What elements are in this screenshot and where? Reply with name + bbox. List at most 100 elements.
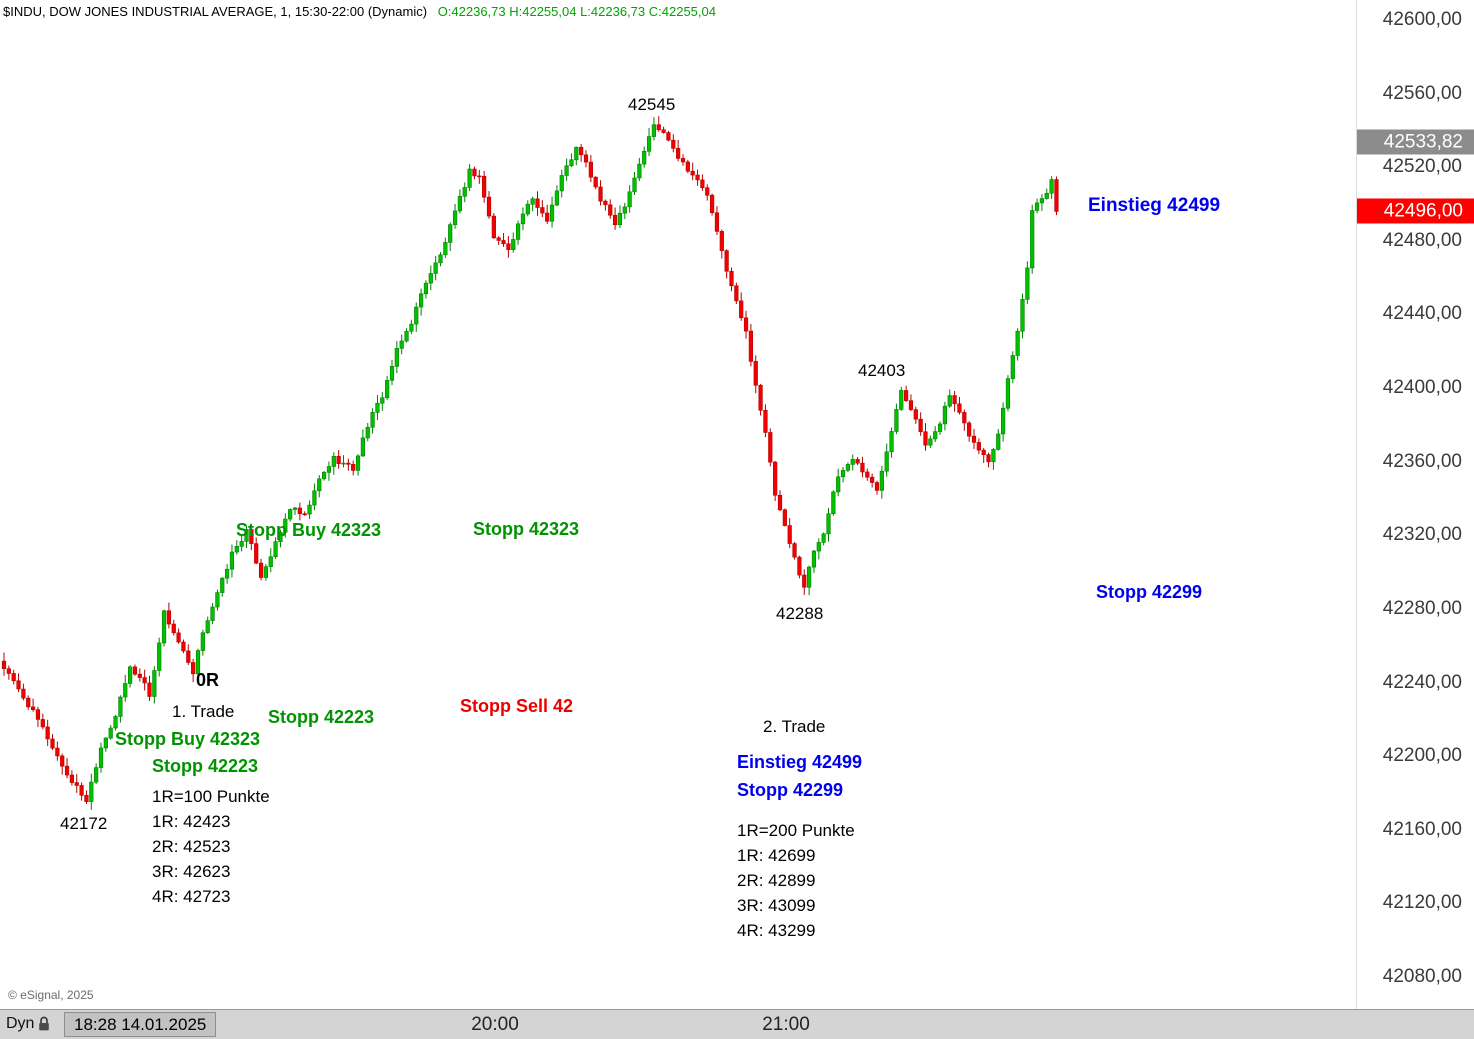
candle-body	[45, 726, 50, 740]
trade1-3r[interactable]: 3R: 42623	[152, 862, 231, 881]
price-tick-label: 42280,00	[1382, 597, 1462, 619]
candle-body	[806, 566, 812, 588]
candle-body	[292, 507, 298, 510]
candle-body	[157, 642, 162, 671]
trade2-3r[interactable]: 3R: 43099	[737, 896, 816, 915]
zero-r-label[interactable]: 0R	[196, 670, 220, 690]
stopp-sell-label[interactable]: Stopp Sell 42	[460, 696, 574, 716]
candle-body	[690, 170, 695, 176]
candle-body	[777, 494, 783, 511]
chart-plot-area[interactable]: $INDU, DOW JONES INDUSTRIAL AVERAGE, 1, …	[0, 0, 1356, 1009]
trade1-stopp-42223-a[interactable]: Stopp 42223	[268, 707, 375, 727]
swing-high-label[interactable]: 42545	[628, 95, 676, 114]
candlestick-chart[interactable]	[0, 0, 1356, 1009]
price-axis[interactable]: 42600,00 42560,00 42520,00 42480,00 42440,00…	[1356, 0, 1474, 1009]
candle-body	[472, 168, 477, 177]
stopp-label-upper[interactable]: Stopp 42323	[473, 519, 580, 539]
candle-body	[549, 204, 555, 222]
price-tick-label: 42600,00	[1382, 9, 1462, 30]
candle-body	[962, 412, 967, 424]
stopp-buy-label-upper[interactable]: Stopp Buy 42323	[236, 520, 382, 540]
dyn-mode-button[interactable]: Dyn	[6, 1015, 35, 1032]
trade1-1r[interactable]: 1R: 42423	[152, 812, 231, 831]
candle-body	[831, 491, 836, 515]
candle-body	[55, 747, 60, 757]
candle-body	[84, 794, 89, 802]
candle-body	[477, 175, 482, 178]
trade2-2r[interactable]: 2R: 42899	[737, 871, 816, 890]
candle-body	[341, 462, 346, 465]
stopp-label-right[interactable]: Stopp 42299	[1096, 582, 1203, 602]
candle-body	[448, 224, 453, 243]
candle-body	[98, 747, 104, 768]
candle-body	[850, 459, 855, 465]
trade2-r-punkte[interactable]: 1R=200 Punkte	[737, 821, 855, 840]
candle-body	[593, 176, 598, 188]
candle-body	[409, 323, 414, 332]
candle-body	[957, 403, 962, 413]
candle-body	[603, 200, 608, 206]
candle-body	[1044, 192, 1049, 199]
trade1-2r[interactable]: 2R: 42523	[152, 837, 231, 856]
candle-body	[661, 129, 666, 133]
candle-body	[913, 409, 918, 420]
candle-body	[64, 765, 70, 776]
candle-body	[438, 254, 443, 264]
price-tick-label: 42400,00	[1382, 377, 1462, 399]
trade2-1r[interactable]: 1R: 42699	[737, 846, 816, 865]
candle-body	[554, 190, 559, 206]
time-axis[interactable]: Dyn 18:28 14.01.2025 20:00 21:00	[0, 1009, 1474, 1039]
candle-body	[331, 456, 336, 467]
candle-body	[181, 641, 186, 652]
trade2-stopp[interactable]: Stopp 42299	[737, 780, 844, 800]
trade1-r-punkte[interactable]: 1R=100 Punkte	[152, 787, 270, 806]
entry-label-right[interactable]: Einstieg 42499	[1088, 195, 1221, 216]
candle-body	[617, 212, 623, 226]
padlock-icon[interactable]	[37, 1016, 51, 1032]
price-tick-label: 42320,00	[1382, 524, 1462, 546]
copyright-label: © eSignal, 2025	[8, 988, 94, 1002]
candle-body	[535, 198, 540, 208]
candle-body	[714, 212, 720, 232]
trade2-entry[interactable]: Einstieg 42499	[737, 752, 863, 772]
candle-body	[574, 147, 579, 161]
candle-body	[103, 737, 108, 749]
candle-body	[991, 449, 996, 463]
lower-high-label[interactable]: 42403	[858, 361, 906, 380]
price-tick-label: 42080,00	[1382, 966, 1462, 987]
chart-header: $INDU, DOW JONES INDUSTRIAL AVERAGE, 1, …	[3, 4, 716, 19]
trade1-stopp-buy[interactable]: Stopp Buy 42323	[115, 729, 261, 749]
candle-body	[826, 513, 831, 535]
price-tick-label: 42560,00	[1382, 82, 1462, 104]
price-tick-label: 42160,00	[1382, 818, 1462, 840]
candle-body	[1030, 210, 1035, 269]
candle-body	[811, 550, 817, 568]
session-low-label[interactable]: 42172	[60, 814, 108, 833]
candle-body	[108, 727, 113, 739]
candle-body	[166, 610, 172, 625]
candle-body	[729, 270, 734, 287]
candle-body	[651, 124, 656, 137]
candle-body	[326, 466, 332, 473]
trade2-title[interactable]: 2. Trade	[763, 717, 826, 736]
pullback-low-label[interactable]: 42288	[776, 604, 824, 623]
candle-body	[860, 462, 865, 473]
candle-body	[346, 462, 351, 465]
candle-body	[937, 423, 943, 432]
candle-body	[986, 454, 991, 463]
trade1-title[interactable]: 1. Trade	[172, 702, 235, 721]
trade1-stopp-42223-b[interactable]: Stopp 42223	[152, 756, 259, 776]
candle-body	[855, 459, 860, 464]
trade1-4r[interactable]: 4R: 42723	[152, 887, 231, 906]
candle-body	[142, 677, 147, 684]
candle-body	[763, 410, 768, 433]
candle-body	[870, 476, 875, 483]
candle-body	[899, 390, 904, 410]
candle-body	[234, 546, 239, 553]
trade2-4r[interactable]: 4R: 43299	[737, 921, 816, 940]
candle-body	[743, 317, 749, 332]
candle-body	[797, 556, 802, 576]
candle-body	[511, 239, 516, 250]
candle-body	[375, 402, 380, 413]
candle-body	[50, 738, 55, 749]
